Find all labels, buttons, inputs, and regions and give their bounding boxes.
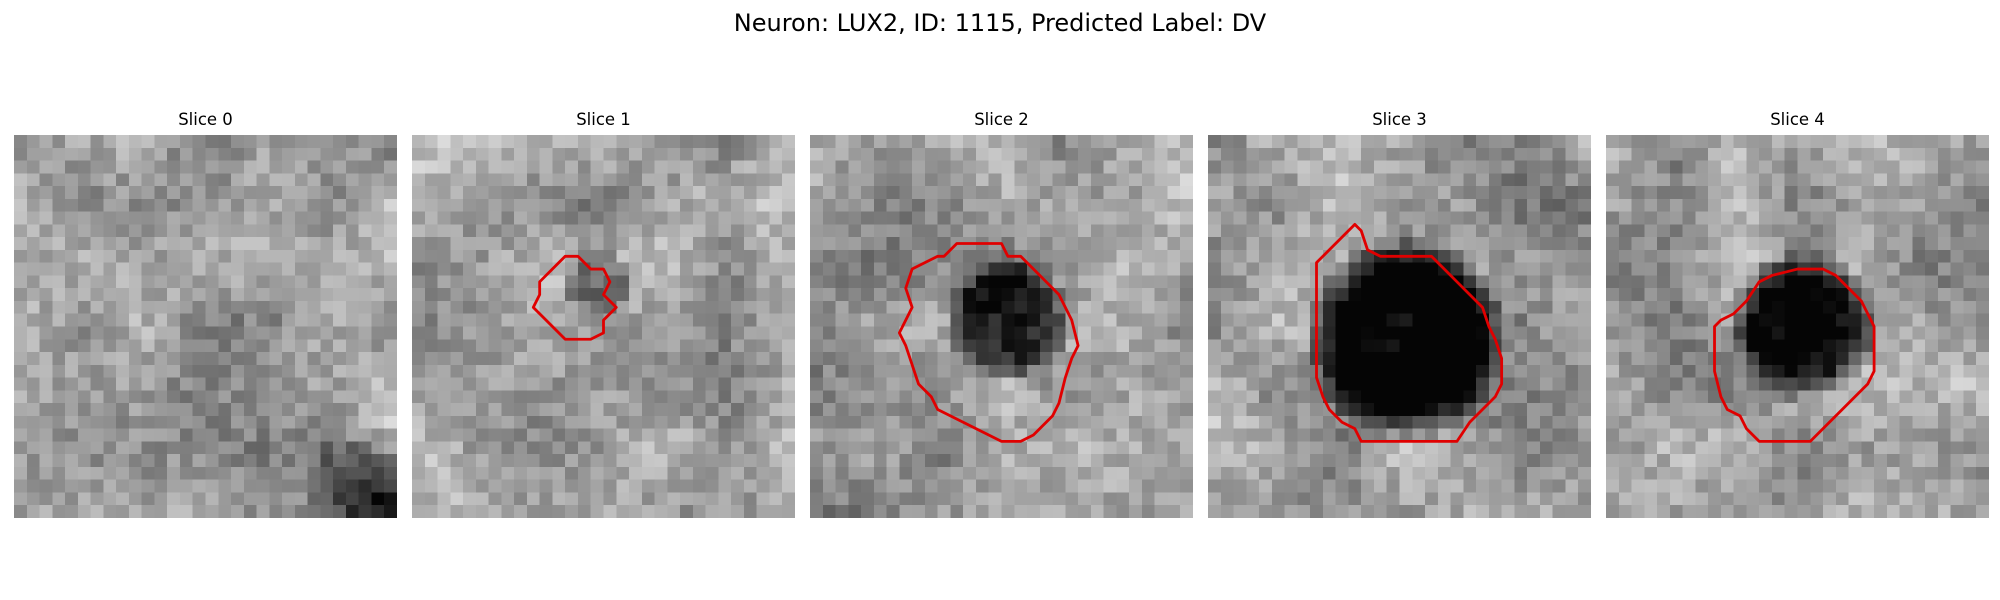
panel-title: Slice 1 [576,110,631,129]
pixel-grid [14,135,397,518]
figure-title: Neuron: LUX2, ID: 1115, Predicted Label:… [733,9,1267,37]
pixel-grid [1606,135,1989,518]
pixel-grid [412,135,795,518]
roi-outline [897,242,1080,443]
roi-outline [1713,267,1876,443]
panel-title: Slice 0 [178,110,233,129]
panel-title: Slice 2 [974,110,1029,129]
pixel-grid [1208,135,1591,518]
slice-image [810,135,1193,518]
slice-image [1208,135,1591,518]
panel-title: Slice 3 [1372,110,1427,129]
slice-image [14,135,397,518]
roi-outline [1315,222,1504,443]
slice-image [412,135,795,518]
pixel-grid [810,135,1193,518]
slice-image [1606,135,1989,518]
roi-outline [531,254,618,341]
panel-title: Slice 4 [1770,110,1825,129]
